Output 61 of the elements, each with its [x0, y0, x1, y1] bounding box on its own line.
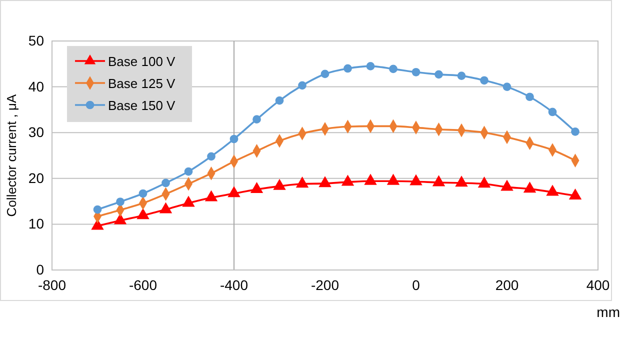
- point: [344, 64, 352, 73]
- point: [230, 134, 238, 144]
- point: [364, 174, 377, 185]
- x-tick-label: -800: [38, 276, 66, 293]
- point: [136, 208, 150, 220]
- point: [207, 152, 216, 161]
- y-tick-label: 10: [28, 216, 44, 232]
- point: [432, 175, 446, 186]
- point: [478, 176, 491, 188]
- point: [389, 64, 398, 74]
- point: [204, 190, 218, 202]
- point: [320, 70, 330, 78]
- point: [502, 82, 512, 91]
- point: [296, 176, 309, 188]
- point: [93, 205, 102, 214]
- point: [114, 213, 127, 224]
- legend-label: Base 125 V: [108, 76, 176, 91]
- y-tick-label: 40: [28, 78, 44, 94]
- point: [182, 196, 195, 207]
- point: [457, 72, 466, 80]
- point: [318, 176, 332, 188]
- point: [548, 108, 557, 116]
- x-tick-label: 0: [412, 276, 420, 293]
- y-tick-label: 30: [28, 124, 44, 140]
- point: [571, 128, 580, 136]
- point: [410, 174, 422, 186]
- point: [500, 180, 514, 191]
- point: [273, 178, 286, 190]
- point: [275, 96, 284, 105]
- point: [480, 76, 488, 85]
- point: [159, 202, 172, 214]
- point: [298, 81, 306, 90]
- point: [386, 174, 400, 185]
- point: [252, 115, 261, 124]
- x-axis-title: mm: [596, 304, 620, 320]
- point: [455, 176, 468, 187]
- point: [546, 184, 559, 196]
- x-tick-label: -200: [310, 276, 340, 293]
- point: [523, 182, 536, 193]
- point: [341, 174, 354, 186]
- point: [116, 198, 124, 206]
- x-tick-label: 200: [495, 276, 519, 293]
- legend-label: Base 150 V: [108, 98, 176, 113]
- point: [526, 92, 534, 102]
- y-tick-label: 0: [36, 261, 44, 278]
- x-tick-label: 400: [586, 276, 610, 293]
- point: [412, 68, 420, 76]
- point: [138, 189, 148, 198]
- legend-label: Base 100 V: [108, 54, 176, 69]
- point: [228, 186, 240, 198]
- point: [568, 188, 582, 200]
- point: [184, 167, 193, 176]
- point: [366, 62, 375, 70]
- x-tick-label: -600: [128, 276, 158, 293]
- point: [162, 178, 170, 188]
- y-tick-label: 50: [28, 32, 44, 48]
- point: [250, 182, 264, 194]
- y-tick-label: 20: [28, 170, 44, 186]
- y-axis-title: Collector current , μA: [4, 94, 19, 217]
- point: [434, 70, 443, 79]
- x-tick-label: -400: [220, 276, 248, 293]
